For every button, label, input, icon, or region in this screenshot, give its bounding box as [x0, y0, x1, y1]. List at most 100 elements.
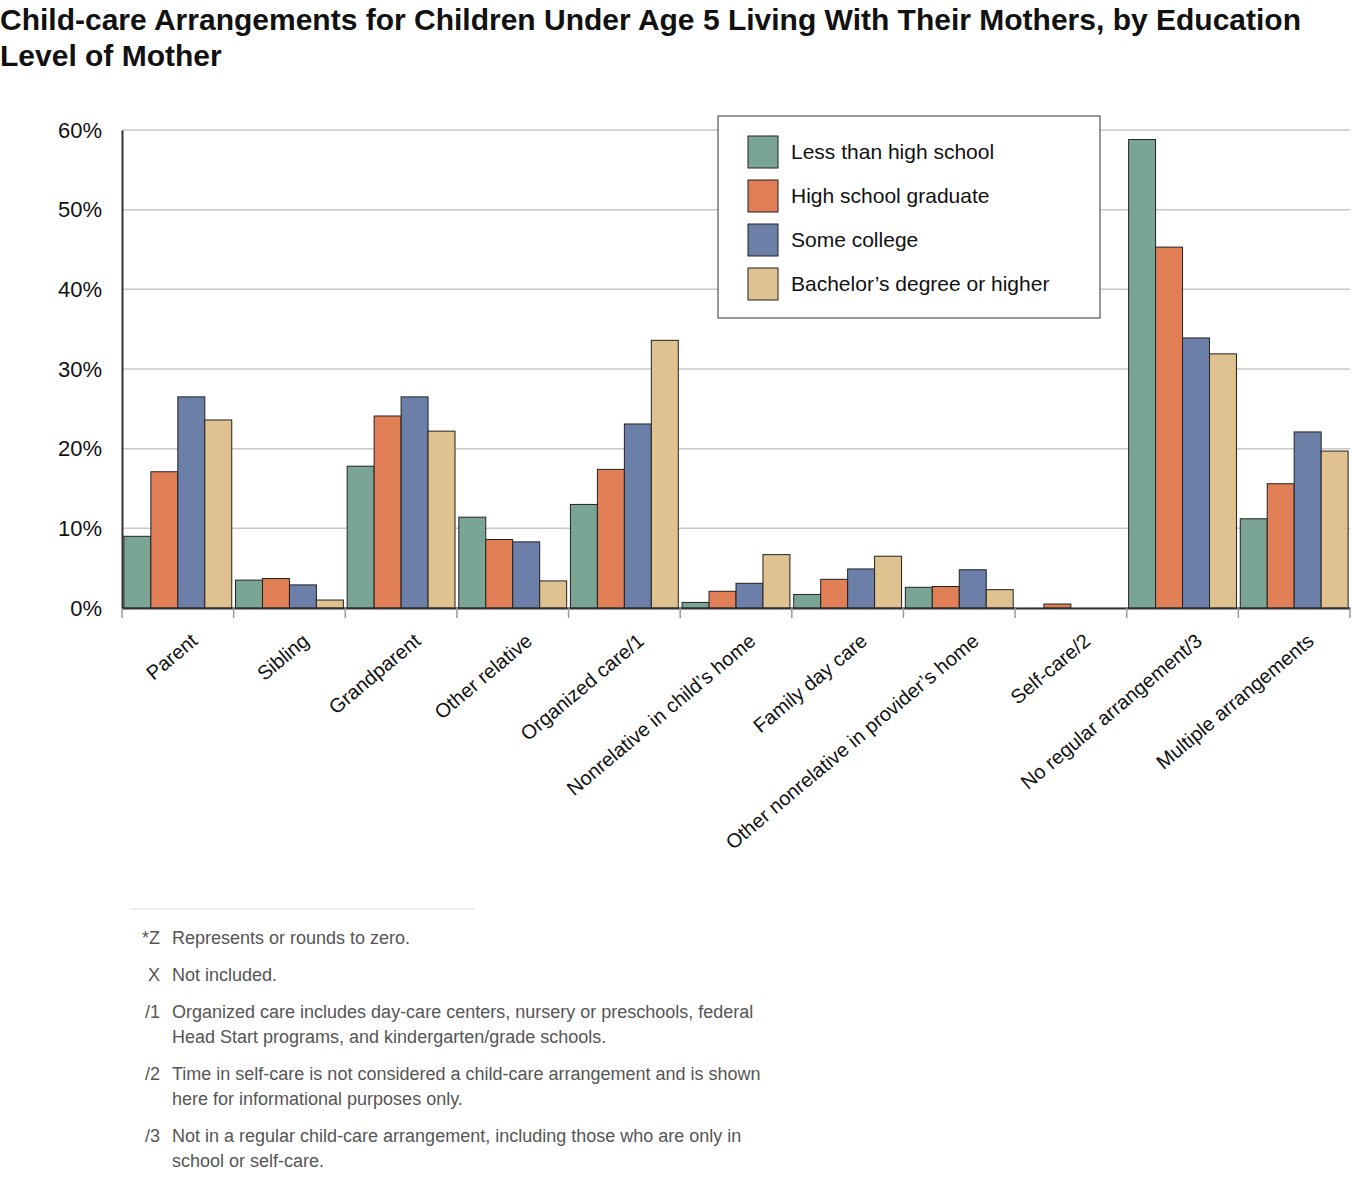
legend-swatch — [748, 136, 778, 168]
bar — [597, 469, 624, 608]
x-tick: Family day care — [749, 608, 871, 737]
y-tick-label: 0% — [70, 596, 102, 621]
y-axis: 0% 10% 20% 30% 40% 50% 60% — [58, 118, 123, 621]
chart: Child-care Arrangements for Children Und… — [0, 0, 1352, 1179]
group-separators — [122, 608, 1350, 618]
x-tick: Other nonrelative in provider’s home — [721, 608, 982, 854]
bar — [1294, 432, 1321, 608]
bar — [682, 602, 709, 608]
text-line: here for informational purposes only. — [172, 1089, 463, 1109]
bar — [848, 569, 875, 608]
bar — [736, 583, 763, 608]
y-tick-label: 10% — [58, 516, 102, 541]
bar — [1321, 451, 1348, 608]
bar — [428, 431, 455, 608]
y-tick-label: 40% — [58, 277, 102, 302]
legend-swatch — [748, 224, 778, 256]
bar — [262, 579, 289, 608]
bar — [709, 591, 736, 608]
bar — [401, 397, 428, 608]
x-tick: Sibling — [253, 608, 313, 685]
x-tick: Multiple arrangements — [1152, 608, 1318, 773]
text-line: Time in self-care is not considered a ch… — [172, 1064, 761, 1084]
bar — [986, 590, 1013, 608]
text-line: Head Start programs, and kindergarten/gr… — [172, 1027, 606, 1047]
text-line: Represents or rounds to zero. — [172, 928, 410, 948]
x-tick: Other relative — [430, 608, 536, 723]
bar — [1240, 519, 1267, 608]
bar — [1044, 604, 1071, 608]
group-separator — [233, 608, 235, 618]
bar — [1183, 338, 1210, 608]
text-line: Not in a regular child-care arrangement,… — [172, 1126, 741, 1146]
footnote-symbol: *Z — [142, 928, 160, 948]
footnotes: *ZRepresents or rounds to zero.XNot incl… — [130, 909, 761, 1171]
x-tick-label: Other relative — [430, 629, 536, 723]
x-tick-label: Sibling — [253, 629, 313, 684]
y-tick: 30% — [58, 357, 122, 382]
bar — [1210, 354, 1237, 608]
footnote-text: Organized care includes day-care centers… — [172, 1002, 753, 1047]
y-tick-label: 20% — [58, 436, 102, 461]
group-separator — [1126, 608, 1128, 618]
group-separator — [456, 608, 458, 618]
bar — [905, 587, 932, 608]
group-separator — [679, 608, 681, 618]
footnote-symbol: /2 — [145, 1064, 160, 1084]
y-tick-label: 60% — [58, 118, 102, 143]
bar — [570, 504, 597, 608]
group-separator — [1014, 608, 1016, 618]
y-tick: 60% — [58, 118, 122, 143]
x-tick: Parent — [142, 608, 202, 684]
footnote-text: Time in self-care is not considered a ch… — [172, 1064, 761, 1109]
y-tick: 40% — [58, 277, 122, 302]
bar — [124, 536, 151, 608]
bar — [316, 600, 343, 608]
text-line: Level of Mother — [0, 39, 222, 72]
bar — [289, 585, 316, 608]
footnote-symbol: /1 — [145, 1002, 160, 1022]
bar — [347, 466, 374, 608]
bar — [205, 420, 232, 608]
bar-series — [178, 338, 1321, 608]
x-tick: Self-care/2 — [1006, 608, 1094, 708]
bar — [513, 542, 540, 608]
bar — [1129, 140, 1156, 608]
y-tick-label: 50% — [58, 197, 102, 222]
x-tick: Organized care/1 — [516, 608, 648, 745]
bar — [959, 570, 986, 608]
y-tick: 50% — [58, 197, 122, 222]
x-tick-label: Self-care/2 — [1006, 629, 1094, 708]
x-axis-line — [123, 608, 1351, 610]
bar — [1156, 247, 1183, 608]
legend-box — [718, 116, 1100, 318]
text-line: Child-care Arrangements for Children Und… — [0, 3, 1301, 36]
legend-swatch — [748, 180, 778, 212]
bar — [236, 580, 263, 608]
legend-label: Less than high school — [791, 140, 994, 163]
legend: Less than high school High school graduat… — [718, 116, 1100, 318]
legend-label: High school graduate — [791, 184, 989, 207]
legend-swatch — [748, 268, 778, 300]
legend-label: Some college — [791, 228, 918, 251]
x-tick-label: Grandparent — [324, 629, 425, 718]
group-separator — [1349, 608, 1351, 618]
x-tick: Grandparent — [324, 608, 425, 718]
footnote-rule — [130, 909, 475, 910]
group-separator — [345, 608, 347, 618]
y-tick-label: 30% — [58, 357, 102, 382]
y-tick: 0% — [70, 596, 122, 621]
group-separator — [791, 608, 793, 618]
footnote-symbol: X — [148, 965, 160, 985]
x-tick-label: Parent — [142, 629, 202, 684]
x-axis: Parent SiblingGrandparentOther relativeOr… — [123, 608, 1351, 854]
text-line: school or self-care. — [172, 1151, 324, 1171]
footnote-text: Not in a regular child-care arrangement,… — [172, 1126, 741, 1171]
bar — [540, 581, 567, 608]
x-tick-label: No regular arrangement/3 — [1016, 629, 1206, 793]
bar-series — [205, 340, 1348, 608]
group-separator — [1238, 608, 1240, 618]
bar — [875, 556, 902, 608]
bar — [932, 586, 959, 608]
group-separator — [903, 608, 905, 618]
